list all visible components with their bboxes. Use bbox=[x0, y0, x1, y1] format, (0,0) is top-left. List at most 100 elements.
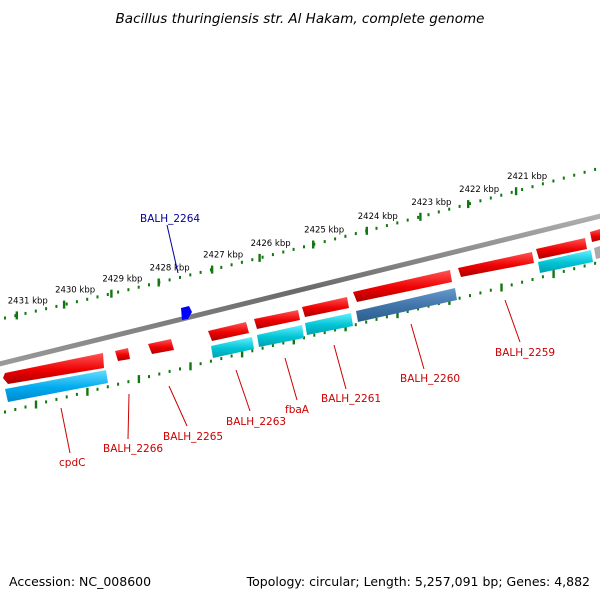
forward-strand-genes bbox=[3, 229, 600, 384]
ruler-minor-tick bbox=[406, 218, 409, 222]
map-title: Bacillus thuringiensis str. Al Hakam, co… bbox=[116, 11, 485, 27]
ruler-minor-tick bbox=[510, 190, 513, 194]
ruler-minor-tick bbox=[489, 196, 492, 200]
ruler-label: 2421 kbp bbox=[507, 172, 547, 182]
ruler-major-tick bbox=[312, 240, 315, 249]
inner-ruler-major-tick bbox=[292, 336, 295, 345]
inner-ruler-minor-tick bbox=[303, 336, 305, 340]
ruler-minor-tick bbox=[583, 170, 586, 174]
inner-ruler-minor-tick bbox=[489, 288, 492, 292]
inner-ruler-minor-tick bbox=[583, 264, 586, 268]
ruler-major-tick bbox=[258, 253, 261, 262]
ruler-minor-tick bbox=[552, 179, 555, 183]
inner-ruler-minor-tick bbox=[594, 261, 597, 265]
inner-ruler-minor-tick bbox=[251, 349, 254, 353]
gene-balh-2260-upper[interactable] bbox=[353, 270, 452, 302]
ruler-minor-tick bbox=[34, 309, 37, 313]
ruler-minor-tick bbox=[427, 213, 430, 217]
gene-fbaA[interactable] bbox=[257, 325, 304, 347]
ruler-minor-tick bbox=[230, 263, 233, 267]
inner-ruler-minor-tick bbox=[55, 397, 58, 401]
ruler-minor-tick bbox=[86, 297, 89, 301]
inner-ruler-minor-tick bbox=[479, 291, 482, 295]
gene-balh-2263-upper[interactable] bbox=[208, 322, 249, 341]
ruler-minor-tick bbox=[148, 283, 150, 287]
gene-balh-2265[interactable] bbox=[148, 339, 174, 354]
gene-balh-2263[interactable] bbox=[211, 337, 254, 358]
ruler-minor-tick bbox=[469, 202, 471, 206]
ruler-label: 2427 kbp bbox=[203, 251, 243, 261]
inner-ruler-minor-tick bbox=[531, 278, 534, 281]
gene-balh-2266[interactable] bbox=[115, 348, 130, 361]
gene-balh-2261[interactable] bbox=[305, 313, 353, 335]
inner-ruler-minor-tick bbox=[385, 315, 388, 319]
ruler-minor-tick bbox=[189, 273, 192, 277]
gene-label: BALH_2260 bbox=[400, 373, 460, 385]
ruler-minor-tick bbox=[500, 193, 503, 197]
inner-ruler-minor-tick bbox=[573, 267, 576, 271]
inner-ruler-minor-tick bbox=[209, 359, 212, 363]
gene-balh-2261-upper[interactable] bbox=[302, 297, 349, 317]
gene-cpdC[interactable] bbox=[5, 370, 108, 402]
gene-unlabeled-c[interactable] bbox=[538, 250, 593, 273]
gene-leader-lines bbox=[60, 299, 521, 454]
ruler-major-tick bbox=[467, 200, 470, 209]
ruler-minor-tick bbox=[65, 302, 68, 306]
gene-unlabeled-a[interactable] bbox=[536, 238, 587, 259]
inner-ruler-major-tick bbox=[189, 362, 192, 371]
ruler-minor-tick bbox=[96, 295, 99, 299]
ruler-minor-tick bbox=[344, 234, 347, 238]
ruler-minor-tick bbox=[137, 285, 140, 289]
inner-ruler-minor-tick bbox=[75, 392, 78, 396]
inner-ruler-minor-tick bbox=[45, 400, 48, 404]
inner-ruler-minor-tick bbox=[271, 344, 274, 348]
ruler-minor-tick bbox=[531, 185, 534, 189]
ruler-major-tick bbox=[110, 289, 113, 298]
gene-unlabeled-d[interactable] bbox=[594, 246, 600, 259]
feature-label: BALH_2264 bbox=[140, 213, 200, 225]
inner-ruler-minor-tick bbox=[96, 387, 99, 391]
gene-unlabeled-b[interactable] bbox=[590, 229, 600, 242]
gene-label: BALH_2259 bbox=[495, 347, 555, 359]
ruler-minor-tick bbox=[375, 226, 378, 230]
inner-ruler-minor-tick bbox=[541, 275, 544, 279]
inner-ruler-major-tick bbox=[552, 270, 555, 279]
gene-balh-2260[interactable] bbox=[356, 288, 457, 322]
ruler-minor-tick bbox=[562, 176, 565, 180]
feature-leader-line bbox=[166, 224, 179, 274]
ruler-minor-tick bbox=[354, 232, 357, 236]
ruler-major-tick bbox=[365, 226, 368, 235]
gene-label: BALH_2263 bbox=[226, 416, 286, 428]
ruler-minor-tick bbox=[385, 224, 388, 228]
gene-label: BALH_2266 bbox=[103, 443, 163, 455]
ruler-minor-tick bbox=[437, 210, 440, 214]
ruler-major-tick bbox=[15, 311, 18, 320]
inner-ruler-minor-tick bbox=[510, 283, 513, 287]
ruler-label: 2430 kbp bbox=[55, 286, 95, 296]
ruler-minor-tick bbox=[45, 307, 48, 311]
gene-cpdC-upper[interactable] bbox=[3, 353, 104, 384]
ruler-minor-tick bbox=[448, 207, 451, 211]
inner-ruler-major-tick bbox=[86, 387, 89, 396]
ruler-minor-tick bbox=[106, 293, 109, 296]
ruler-minor-tick bbox=[24, 311, 27, 315]
feature-marker-balh-2264[interactable] bbox=[181, 306, 192, 320]
reverse-strand-genes bbox=[5, 246, 600, 402]
ruler-minor-tick bbox=[55, 304, 58, 308]
inner-ruler-minor-tick bbox=[65, 395, 68, 399]
genome-backbone bbox=[0, 213, 600, 367]
gene-balh-2259[interactable] bbox=[458, 252, 534, 277]
ruler-minor-tick bbox=[251, 258, 254, 262]
genome-summary-text: Topology: circular; Length: 5,257,091 bp… bbox=[246, 574, 590, 589]
ruler-major-tick bbox=[514, 187, 518, 196]
outer-ruler: 2421 kbp 2422 kbp 2423 kbp 2424 kbp 2425 kbp… bbox=[4, 167, 597, 320]
ruler-major-tick bbox=[157, 278, 160, 287]
ruler-label: 2428 kbp bbox=[150, 264, 190, 274]
ruler-minor-tick bbox=[417, 215, 420, 219]
inner-ruler-minor-tick bbox=[375, 317, 378, 321]
inner-ruler-major-tick bbox=[396, 310, 399, 319]
ruler-minor-tick bbox=[14, 314, 17, 318]
inner-ruler-minor-tick bbox=[14, 408, 17, 411]
gene-fbaA-upper[interactable] bbox=[254, 310, 300, 329]
inner-ruler-minor-tick bbox=[168, 369, 171, 373]
